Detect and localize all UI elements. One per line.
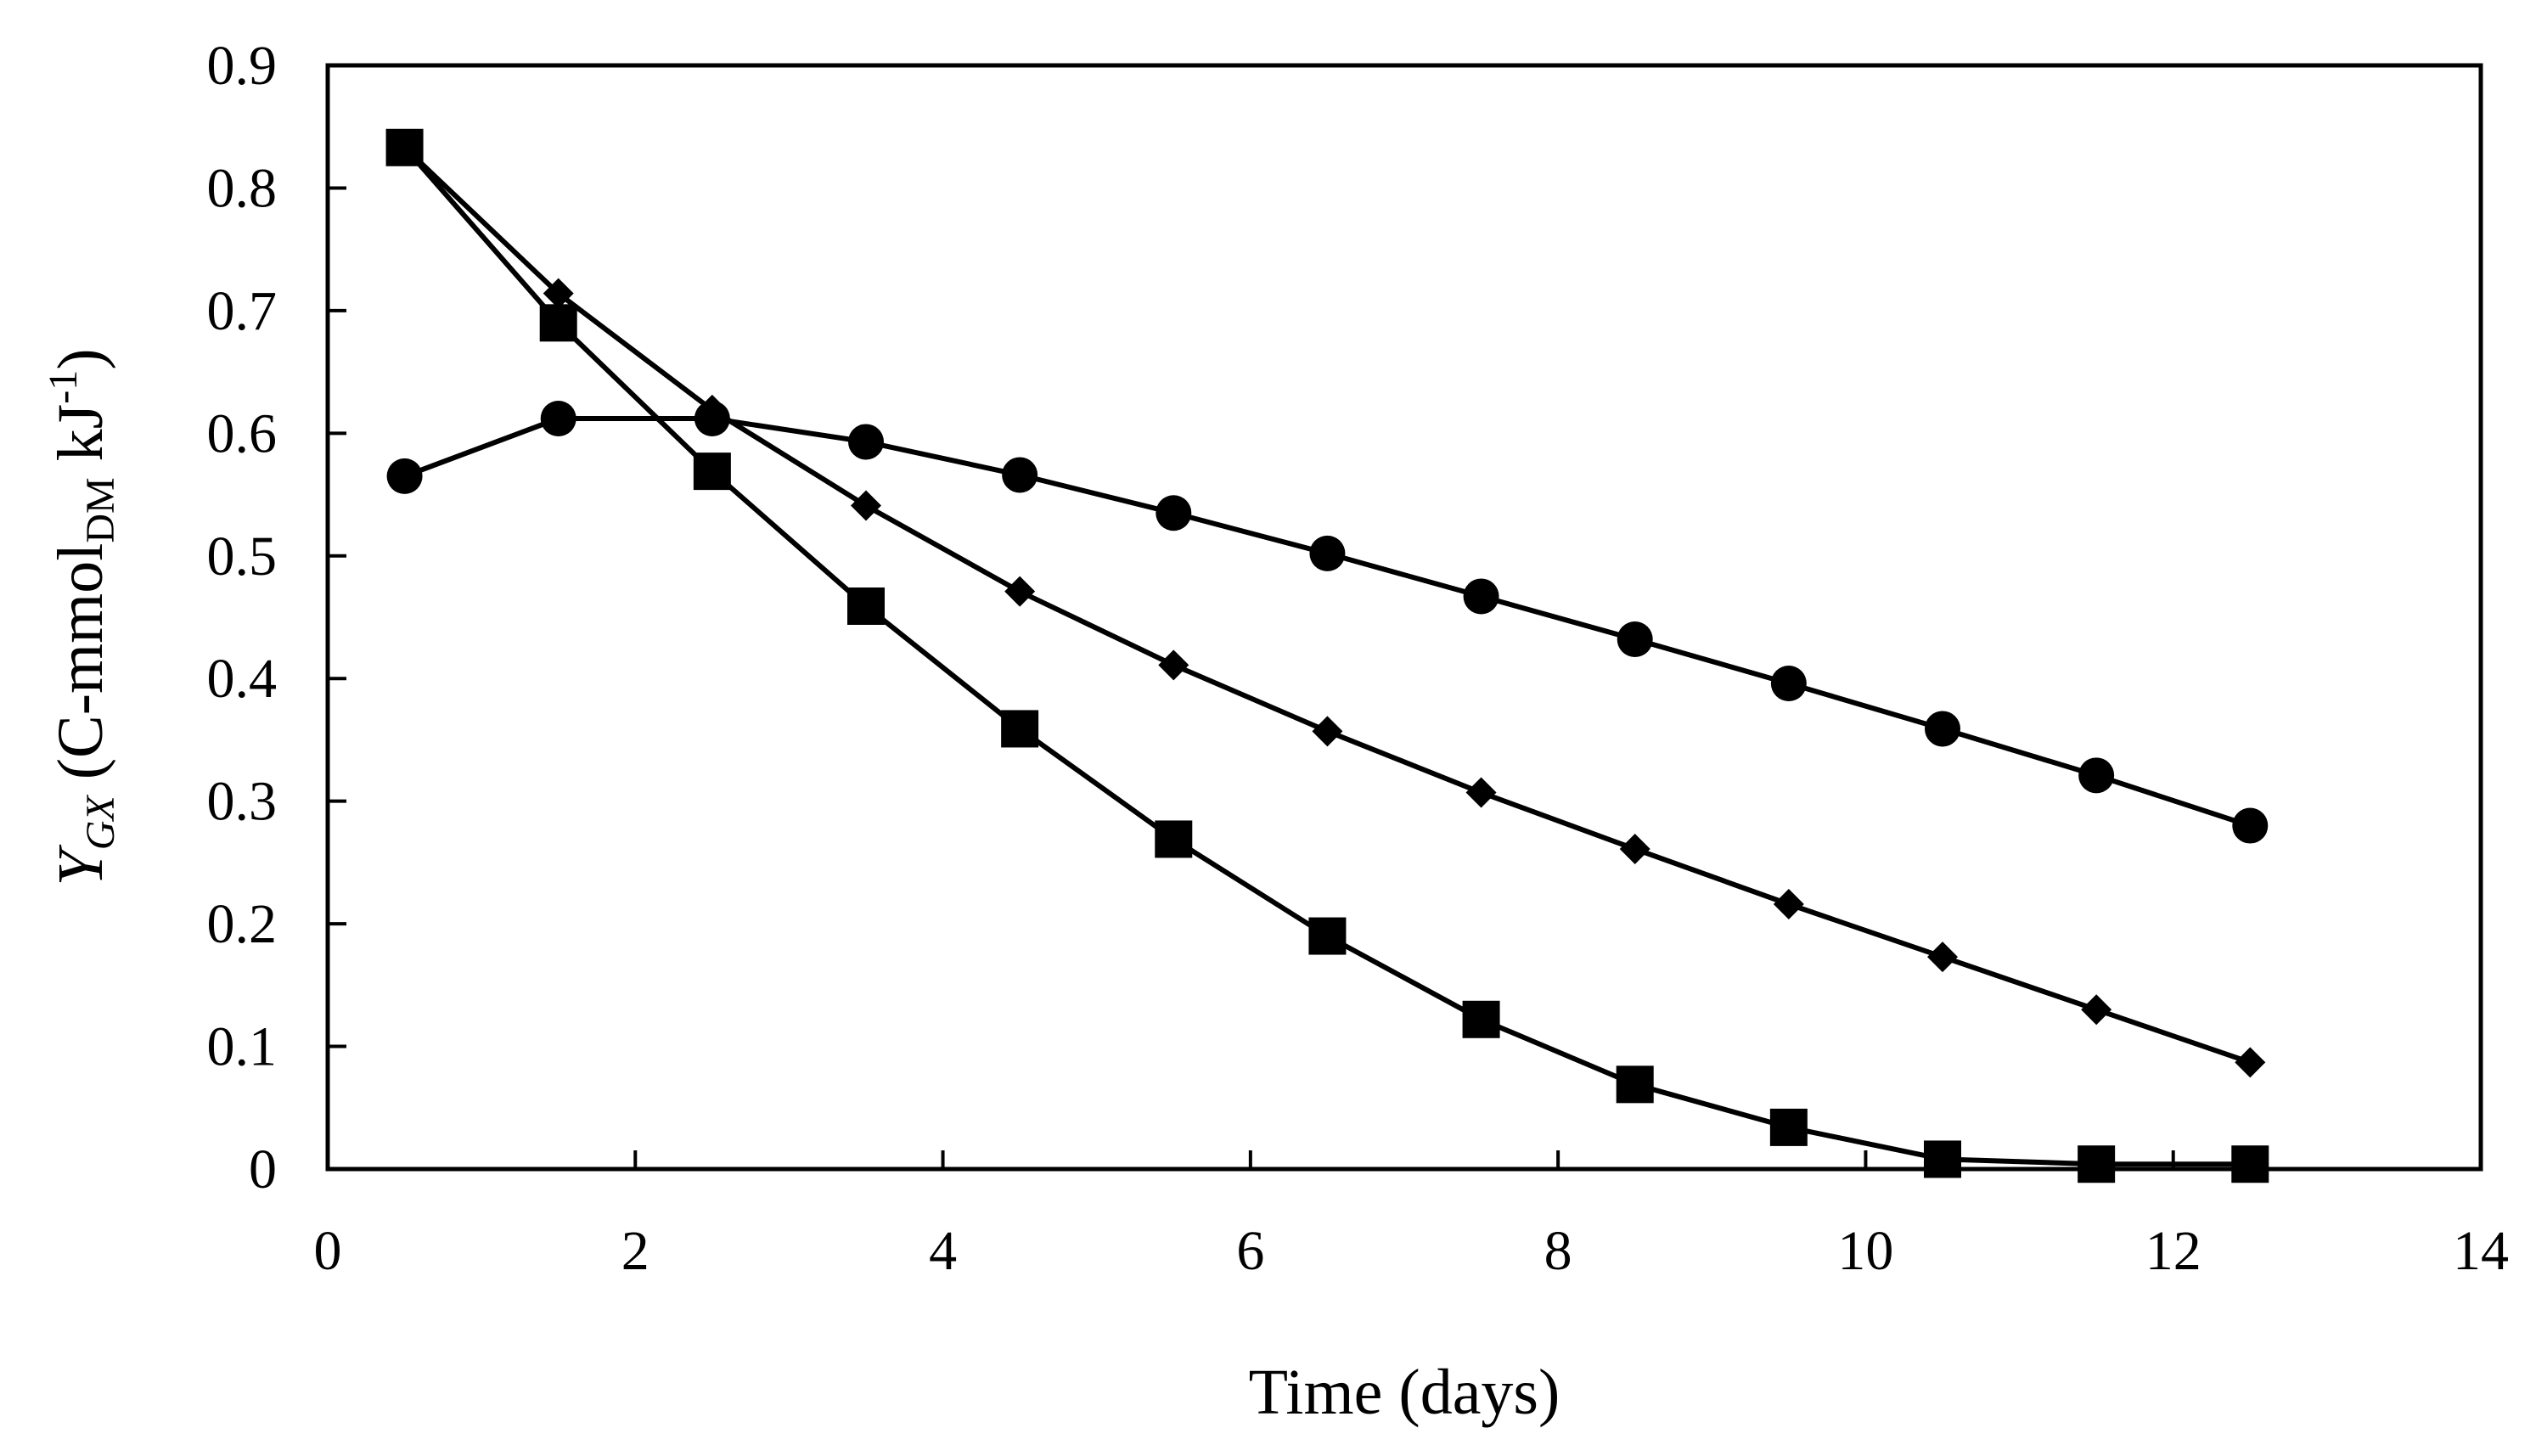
data-point-diamond bbox=[543, 278, 574, 309]
y-axis-unit-rest: kJ bbox=[45, 404, 116, 478]
data-point-diamond bbox=[1773, 889, 1804, 919]
y-tick-label: 0 bbox=[249, 1138, 277, 1200]
y-tick-label: 0.1 bbox=[207, 1016, 278, 1078]
series-circle bbox=[386, 401, 2269, 844]
data-point-circle bbox=[2232, 807, 2269, 844]
data-point-circle bbox=[2078, 757, 2115, 794]
x-axis-title: Time (days) bbox=[1249, 1357, 1560, 1428]
y-tick-label: 0.2 bbox=[207, 893, 278, 955]
y-tick-label: 0.8 bbox=[207, 157, 278, 219]
data-point-circle bbox=[848, 424, 884, 460]
data-point-circle bbox=[1002, 457, 1038, 493]
y-axis-unit-subscript: DM bbox=[78, 477, 123, 542]
y-tick-label: 0.4 bbox=[207, 648, 278, 710]
y-tick-label: 0.3 bbox=[207, 771, 278, 833]
plot-area-frame bbox=[325, 63, 2483, 1172]
y-axis-symbol-subscript: GX bbox=[78, 795, 123, 851]
data-point-circle bbox=[1463, 578, 1499, 615]
series-layer bbox=[385, 128, 2269, 1183]
data-point-square bbox=[847, 587, 885, 625]
data-point-diamond bbox=[1004, 576, 1036, 607]
data-point-circle bbox=[1925, 711, 1960, 747]
data-point-circle bbox=[1156, 495, 1192, 531]
data-point-circle bbox=[1770, 666, 1807, 701]
data-point-diamond bbox=[1465, 777, 1497, 808]
x-tick-label: 10 bbox=[1837, 1220, 1893, 1282]
data-point-square bbox=[693, 453, 731, 491]
data-point-diamond bbox=[1312, 716, 1343, 747]
data-point-diamond bbox=[1619, 834, 1650, 864]
y-axis-ticks: 0 0.1 0.2 0.3 0.4 0.5 0.6 0.7 0.8 0.9 bbox=[207, 35, 346, 1200]
y-axis-unit-open-text: (C-mmol bbox=[45, 543, 116, 780]
data-point-circle bbox=[1617, 621, 1653, 657]
data-point-circle bbox=[1309, 535, 1346, 571]
x-tick-label: 2 bbox=[621, 1220, 649, 1282]
y-axis-unit-close: ) bbox=[45, 348, 116, 369]
y-tick-label: 0.9 bbox=[207, 35, 278, 97]
x-tick-label: 14 bbox=[2453, 1220, 2509, 1282]
x-tick-label: 8 bbox=[1544, 1220, 1572, 1282]
y-axis-title: YGX (C-mmolDM kJ-1) bbox=[41, 348, 123, 885]
data-point-diamond bbox=[2081, 994, 2112, 1026]
x-tick-label: 12 bbox=[2145, 1220, 2201, 1282]
data-point-circle bbox=[540, 401, 576, 436]
series-line-square bbox=[402, 145, 2251, 1167]
data-point-square bbox=[539, 304, 577, 342]
data-point-diamond bbox=[696, 394, 728, 425]
data-point-square bbox=[2078, 1145, 2116, 1183]
x-tick-label: 4 bbox=[929, 1220, 957, 1282]
y-tick-label: 0.5 bbox=[207, 526, 278, 587]
y-tick-label: 0.6 bbox=[207, 402, 278, 464]
y-axis-unit-superscript: -1 bbox=[41, 370, 86, 404]
y-axis-unit-open bbox=[45, 779, 116, 795]
data-point-square bbox=[1616, 1065, 1654, 1104]
data-point-diamond bbox=[2235, 1047, 2266, 1078]
data-point-square bbox=[385, 128, 424, 166]
x-axis-ticks: 0 2 4 6 8 10 12 14 bbox=[314, 1150, 2509, 1282]
data-point-square bbox=[1769, 1108, 1808, 1146]
data-point-square bbox=[1155, 820, 1193, 858]
data-point-square bbox=[1308, 917, 1347, 955]
y-tick-label: 0.7 bbox=[207, 280, 278, 342]
data-point-diamond bbox=[1158, 649, 1189, 681]
series-square bbox=[385, 128, 2269, 1183]
data-point-diamond bbox=[1927, 942, 1958, 973]
data-point-square bbox=[2231, 1145, 2269, 1183]
data-point-circle bbox=[386, 458, 423, 494]
data-point-square bbox=[1001, 710, 1039, 748]
x-tick-label: 0 bbox=[314, 1220, 342, 1282]
y-axis-symbol: Y bbox=[45, 844, 116, 886]
data-point-diamond bbox=[851, 490, 881, 521]
data-point-square bbox=[1462, 1000, 1500, 1038]
x-tick-label: 6 bbox=[1236, 1220, 1264, 1282]
series-line-circle bbox=[403, 416, 2252, 829]
data-point-square bbox=[1924, 1140, 1961, 1178]
